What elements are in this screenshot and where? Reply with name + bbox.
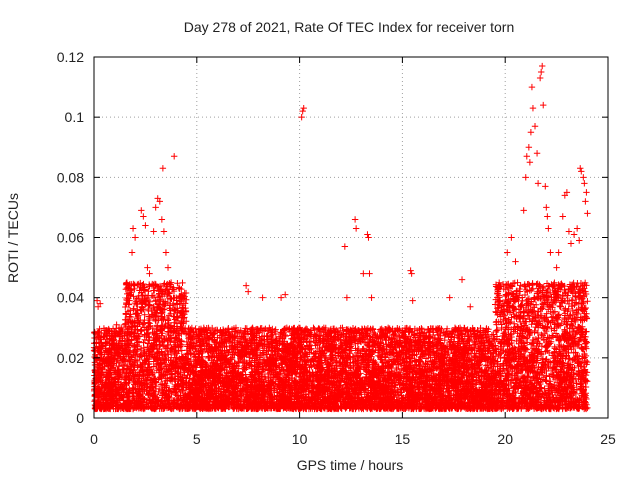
data-point	[92, 347, 99, 354]
data-point	[91, 391, 99, 398]
data-point	[107, 354, 115, 362]
data-point	[105, 377, 112, 385]
data-point	[121, 361, 128, 368]
data-point	[100, 355, 107, 363]
data-point	[114, 366, 121, 374]
data-point	[166, 295, 174, 303]
data-point	[166, 374, 174, 381]
data-point	[96, 404, 103, 411]
data-point	[103, 396, 111, 403]
data-point	[94, 368, 102, 375]
data-point	[93, 363, 101, 370]
data-point	[126, 375, 134, 382]
data-point	[175, 395, 182, 403]
data-point	[106, 328, 113, 336]
data-point	[102, 342, 109, 349]
data-point	[97, 348, 105, 356]
data-point	[104, 384, 112, 392]
data-point	[106, 404, 114, 411]
data-point	[128, 337, 135, 344]
data-point	[113, 386, 121, 393]
data-point	[96, 344, 103, 351]
data-point	[98, 339, 105, 346]
data-point	[114, 379, 122, 386]
data-point	[99, 391, 106, 398]
data-point	[103, 347, 110, 355]
data-point	[119, 356, 127, 363]
data-point	[98, 351, 106, 358]
data-point	[102, 393, 110, 400]
data-point	[170, 385, 178, 392]
data-point	[112, 402, 120, 410]
data-point	[119, 345, 126, 352]
data-point	[106, 376, 113, 383]
data-point	[104, 369, 112, 377]
data-point	[102, 340, 110, 348]
data-point	[95, 333, 103, 340]
data-point	[110, 383, 117, 391]
data-point	[116, 331, 124, 339]
data-point	[99, 343, 106, 350]
data-point	[106, 359, 114, 366]
data-point	[97, 329, 105, 337]
data-point	[100, 382, 108, 389]
data-point	[111, 350, 119, 358]
data-point	[100, 405, 107, 413]
data-point	[118, 325, 125, 333]
data-point	[94, 384, 101, 392]
data-point	[94, 333, 102, 341]
data-point	[95, 366, 102, 374]
data-point	[174, 314, 182, 322]
chart-title: Day 278 of 2021, Rate Of TEC Index for r…	[184, 19, 514, 35]
data-point	[118, 357, 126, 364]
data-point	[105, 327, 112, 335]
data-point	[108, 336, 115, 343]
data-point	[108, 345, 115, 352]
data-point	[102, 401, 109, 408]
data-point	[97, 390, 105, 397]
data-point	[103, 332, 110, 340]
data-point	[103, 373, 111, 380]
grid-lines	[94, 57, 608, 418]
data-point	[152, 316, 159, 323]
data-point	[110, 397, 117, 404]
data-point	[91, 348, 98, 355]
data-point	[116, 353, 124, 360]
data-point	[93, 394, 101, 401]
data-point	[111, 398, 118, 405]
data-point	[96, 362, 104, 369]
data-point	[94, 374, 101, 381]
data-point	[140, 320, 147, 327]
data-points	[90, 62, 591, 413]
data-point	[97, 404, 104, 412]
data-point	[118, 392, 125, 400]
data-point	[91, 367, 98, 374]
data-point	[119, 386, 127, 394]
data-point	[94, 400, 101, 407]
data-point	[174, 368, 181, 376]
data-point	[165, 341, 173, 349]
